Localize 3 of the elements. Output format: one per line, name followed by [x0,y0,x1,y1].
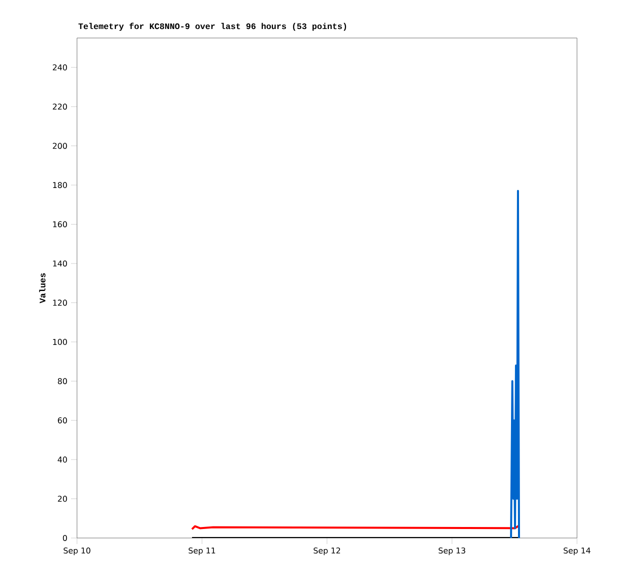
chart-title: Telemetry for KC8NNO-9 over last 96 hours (53 points) [78,22,346,31]
y-axis-title: Values [39,273,46,304]
line-series [510,190,520,538]
